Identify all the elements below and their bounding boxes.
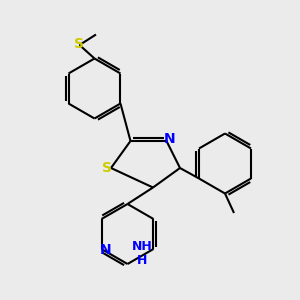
Text: S: S [101,161,112,175]
Text: N: N [99,244,111,257]
Text: H: H [137,254,147,267]
Text: N: N [164,132,175,146]
Text: S: S [74,37,84,50]
Text: NH: NH [132,240,152,253]
